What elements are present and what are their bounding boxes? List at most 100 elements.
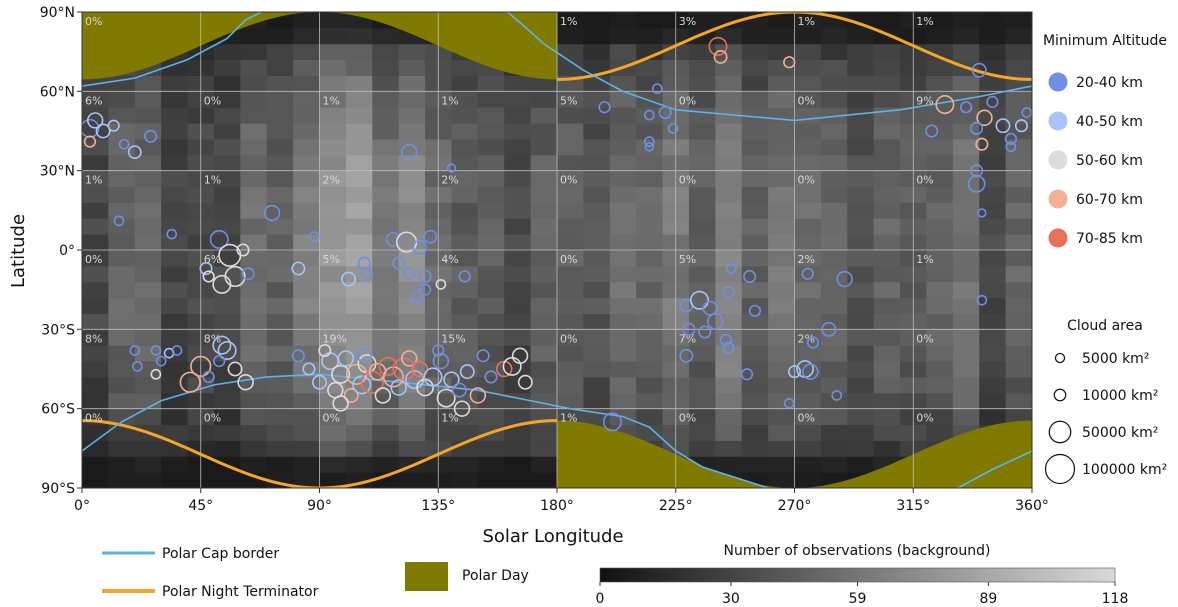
heatmap-cell [372,297,400,314]
heatmap-cell [398,123,426,140]
heatmap-cell [504,154,532,172]
heatmap-cell [688,12,716,29]
heatmap-cell [161,234,189,251]
heatmap-cell [768,424,795,441]
heatmap-cell [213,472,241,488]
cell-percentage-label: 1% [560,412,577,425]
heatmap-cell [688,202,716,219]
heatmap-cell [979,138,1007,156]
heatmap-cell [530,107,558,124]
heatmap-cell [108,313,136,330]
heatmap-cell [319,329,347,346]
cell-percentage-label: 0% [85,15,102,28]
heatmap-cell [82,123,109,140]
heatmap-cell [715,202,743,219]
cloud-marker [212,335,232,355]
heatmap-cell [345,107,373,124]
altitude-label: 20-40 km [1076,75,1143,91]
cloud-marker [212,274,232,294]
heatmap-cell [583,154,611,172]
heatmap-cell [319,440,347,457]
heatmap-cell [715,12,743,29]
y-tick-label: 30°S [41,322,75,338]
heatmap-cell [847,265,875,283]
heatmap-cell [636,265,664,283]
heatmap-cell [952,138,980,156]
heatmap-cell [952,75,980,92]
heatmap-cell [952,281,980,299]
heatmap-cell [557,265,584,283]
heatmap-cell [477,472,505,488]
heatmap-cell [926,361,954,378]
cell-percentage-label: 15% [441,332,465,345]
heatmap-cell [688,138,716,156]
heatmap-cell [820,297,848,314]
heatmap-cell [952,234,980,251]
heatmap-cell [108,329,136,346]
heatmap-cell [108,281,136,299]
heatmap-cell [213,440,241,457]
heatmap-cell [161,472,189,488]
heatmap-cell [820,107,848,124]
heatmap-cell [609,202,637,219]
heatmap-cell [609,186,637,203]
heatmap-cell [688,265,716,283]
heatmap-cell [213,361,241,378]
heatmap-cell [741,123,769,140]
heatmap-cell [266,456,294,473]
heatmap-cell [82,250,109,267]
heatmap-cell [715,234,743,251]
heatmap-cell [926,408,954,426]
heatmap-cell [583,345,611,362]
heatmap-cell [504,218,532,235]
size-label: 100000 km² [1082,462,1167,478]
heatmap-cell [504,456,532,473]
polar-cap-border-1 [506,12,1032,122]
heatmap-cell [820,43,848,61]
heatmap-cell [768,12,795,29]
cloud-marker [658,105,672,120]
heatmap-cell [715,408,743,426]
heatmap-cell [952,376,980,394]
heatmap-cell [82,329,109,346]
heatmap-cell [768,186,795,203]
heatmap-cell [873,250,901,267]
polar-cap-border-label: Polar Cap border [162,546,279,562]
colorbar-gradient [599,567,1116,583]
heatmap-cell [504,329,532,346]
altitude-label: 70-85 km [1076,231,1143,247]
heatmap-cell [161,154,189,172]
heatmap-cell [583,313,611,330]
polar-cap-border-2 [82,373,801,488]
cloud-marker [831,390,843,401]
heatmap-cell [1005,250,1032,267]
heatmap-cell [636,12,664,29]
heatmap-cell [504,234,532,251]
heatmap-cell [952,43,980,61]
heatmap-cell [873,408,901,426]
heatmap-cell [134,170,162,188]
heatmap-cell [979,218,1007,235]
heatmap-cell [82,202,109,219]
heatmap-cell [636,313,664,330]
heatmap-cell [926,392,954,410]
heatmap-cell [530,472,558,488]
cell-percentage-label: 6% [85,94,102,107]
heatmap-cell [345,91,373,108]
x-axis-ticks: 0° 45° 90° 135° 180° 225° 270° 315° 360° [74,488,1049,514]
heatmap-cell [926,376,954,394]
heatmap-cell [715,186,743,203]
heatmap-cell [609,12,637,29]
heatmap-cell [794,170,822,188]
heatmap-cell [345,440,373,457]
heatmap-cell [847,218,875,235]
heatmap-cell [451,138,479,156]
polar-day-swatch [405,562,448,591]
cloud-marker [602,412,622,432]
heatmap-cell [504,376,532,394]
heatmap-cell [398,43,426,61]
heatmap-cell [557,376,584,394]
heatmap-cell [451,170,479,188]
heatmap-cell [451,313,479,330]
